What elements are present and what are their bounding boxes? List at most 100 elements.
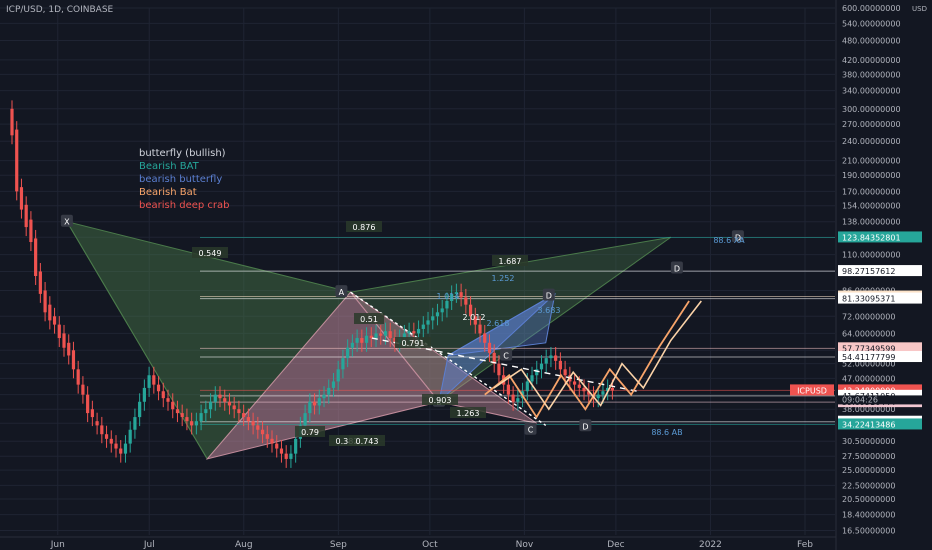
- candle-body: [317, 398, 321, 406]
- y-tick-label: 154.00000000: [842, 202, 901, 211]
- candle-body: [596, 394, 600, 399]
- candle-body: [100, 425, 104, 435]
- candle-body: [190, 421, 194, 426]
- legend-item: Bearish BAT: [139, 161, 200, 172]
- y-tick-label: 600.00000000: [842, 4, 901, 13]
- candle-body: [289, 453, 293, 459]
- price-tags: 123.8435280198.2715761282.4786632481.330…: [838, 231, 922, 430]
- candle-body: [492, 352, 496, 364]
- candle-body: [10, 108, 14, 136]
- price-tag: 123.84352801: [842, 233, 901, 242]
- ratio-bg: [346, 221, 382, 232]
- ratio-label: 1.263: [457, 409, 480, 418]
- candle-body: [62, 333, 66, 348]
- y-tick-label: 18.40000000: [842, 511, 895, 520]
- point-label-bg: [60, 214, 73, 227]
- candle-body: [128, 429, 132, 444]
- point-label-d: D: [674, 265, 680, 274]
- point-label-d: D: [582, 422, 588, 431]
- legend: butterfly (bullish) Bearish BAT bearish bu…: [139, 148, 230, 211]
- candle-body: [223, 398, 227, 402]
- candle-body: [539, 363, 544, 370]
- legend-item: Bearish Bat: [139, 187, 197, 198]
- candle-body: [511, 394, 515, 402]
- y-tick-label: 380.00000000: [842, 70, 901, 79]
- ratio-label: 0.743: [356, 437, 379, 446]
- candle-body: [227, 401, 232, 406]
- candle-body: [587, 391, 591, 395]
- candle-body: [426, 320, 430, 325]
- candle-body: [38, 271, 42, 294]
- candle-body: [431, 316, 435, 321]
- candle-body: [369, 335, 373, 339]
- candle-body: [402, 333, 406, 339]
- price-tag: 57.77349599: [842, 344, 895, 353]
- candle-body: [360, 338, 364, 343]
- candle-body: [577, 384, 581, 388]
- point-label-bg: [335, 285, 348, 298]
- candle-body: [43, 290, 47, 313]
- candle-body: [530, 375, 534, 382]
- ratio-bg: [329, 435, 365, 446]
- y-tick-label: 16.50000000: [842, 527, 895, 536]
- candle-body: [393, 338, 397, 343]
- x-tick-label: Sep: [330, 540, 347, 550]
- candle-body: [237, 409, 241, 414]
- candle-body: [312, 401, 317, 406]
- candle-body: [497, 363, 501, 376]
- x-tick-label: Feb: [797, 540, 813, 550]
- price-tag-bg: [838, 231, 922, 243]
- ratio-label: 0.791: [402, 339, 425, 348]
- candle-body: [558, 360, 562, 370]
- candle-body: [260, 429, 265, 435]
- ratio-label: 88.6 AB: [651, 428, 682, 437]
- candle-body: [308, 401, 312, 414]
- candle-body: [284, 453, 288, 459]
- candle-body: [478, 324, 482, 334]
- x-axis: Jun Jul Aug Sep Oct Nov Dec 2022 Feb: [0, 536, 836, 550]
- ratio-label: 3.683: [538, 306, 561, 315]
- x-tick-label: Oct: [422, 540, 438, 550]
- candle-body: [350, 342, 354, 348]
- candle-body: [90, 409, 94, 418]
- candle-body: [19, 187, 24, 210]
- candle-body: [454, 292, 458, 294]
- price-tag-bg: [838, 292, 922, 304]
- candle-body: [572, 381, 577, 385]
- candle-body: [114, 443, 118, 449]
- countdown-bg: [838, 395, 922, 405]
- price-tag-bg: [838, 389, 922, 401]
- point-label-d: D: [735, 233, 741, 242]
- candle-body: [29, 219, 33, 243]
- candle-body: [171, 401, 175, 410]
- y-tick-label: 540.00000000: [842, 19, 901, 28]
- ratio-label: 0.903: [429, 396, 452, 405]
- candle-body: [610, 387, 614, 391]
- candle-body: [445, 300, 449, 309]
- candle-body: [180, 413, 184, 418]
- candle-body: [435, 312, 440, 317]
- candle-body: [147, 375, 151, 388]
- y-tick-label: 72.00000000: [842, 312, 895, 321]
- ratio-label: 88.6 XA: [713, 236, 745, 245]
- candle-body: [57, 324, 61, 339]
- y-tick-label: 138.00000000: [842, 218, 901, 227]
- y-tick-label: 190.00000000: [842, 171, 901, 180]
- candle-body: [242, 413, 246, 418]
- candle-body: [76, 369, 80, 385]
- candle-body: [554, 355, 558, 361]
- point-label-c: C: [503, 351, 509, 360]
- candle-body: [152, 375, 156, 385]
- chart-title: ICP/USD, 1D, COINBASE: [6, 5, 114, 15]
- candle-body: [86, 394, 90, 414]
- x-tick-label: Dec: [607, 540, 624, 550]
- price-tag: 81.33095371: [842, 295, 895, 304]
- forecast-path-1: [484, 300, 690, 419]
- candle-body: [71, 350, 76, 370]
- candle-body: [265, 434, 269, 439]
- candle-body: [483, 333, 487, 343]
- candle-body: [166, 398, 170, 402]
